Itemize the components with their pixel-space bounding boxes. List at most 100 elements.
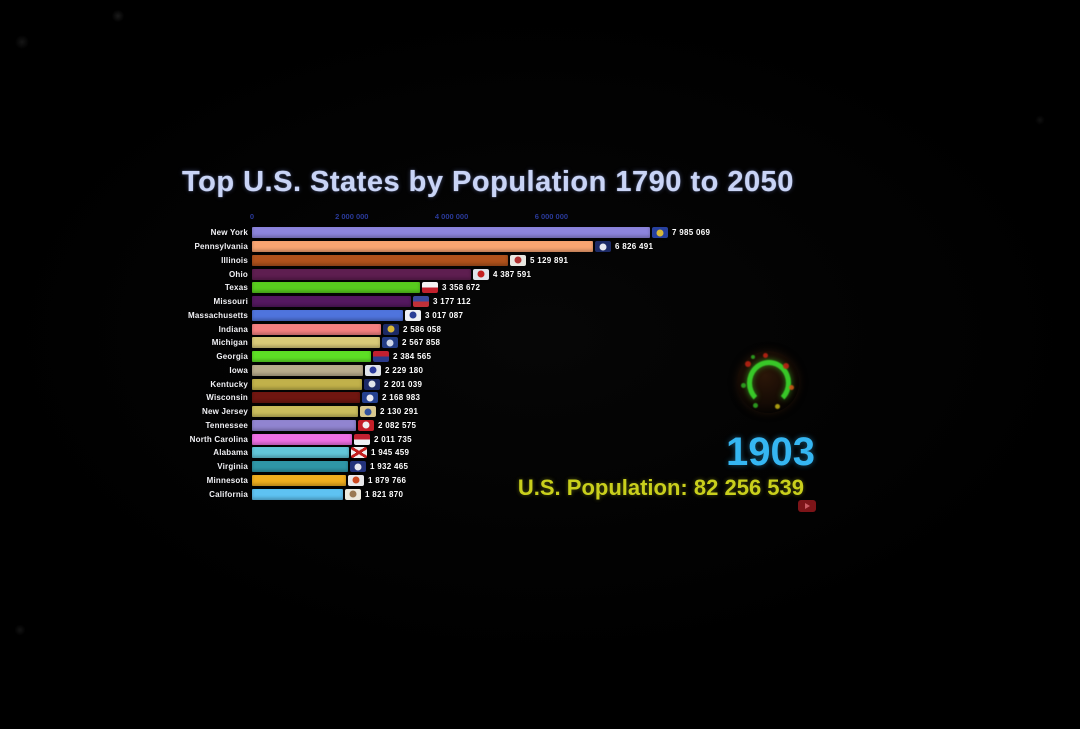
x-axis: 0 2 000 000 4 000 000 6 000 000 (249, 212, 672, 224)
chart-row: New York 7 985 069 (60, 226, 760, 240)
state-label: Texas (224, 283, 248, 293)
population-bar (252, 433, 352, 445)
state-flag-icon (362, 392, 378, 404)
population-bar (252, 419, 356, 431)
axis-tick-label: 2 000 000 (335, 212, 369, 221)
chart-row: Pennsylvania 6 826 491 (60, 240, 760, 254)
state-label: Tennessee (205, 420, 248, 430)
chart-row: Georgia 2 384 565 (60, 350, 760, 364)
population-bar (252, 364, 363, 376)
population-bar (252, 337, 380, 349)
state-label: Indiana (218, 324, 248, 334)
state-label: Pennsylvania (194, 242, 248, 252)
axis-tick-label: 0 (249, 212, 255, 221)
logo-ring-icon (747, 360, 791, 406)
flag-emblem (352, 476, 360, 484)
population-bar (252, 474, 346, 486)
population-bar (252, 227, 650, 239)
flag-emblem (364, 408, 372, 416)
chart-row: Wisconsin 2 168 983 (60, 391, 760, 405)
state-label: Wisconsin (206, 393, 248, 403)
logo-dot-icon (741, 383, 746, 388)
flag-emblem (369, 366, 377, 374)
chart-row: Texas 3 358 672 (60, 281, 760, 295)
state-flag-icon (473, 268, 489, 280)
current-year: 1903 (726, 430, 815, 474)
population-value: 3 358 672 (442, 283, 481, 293)
state-flag-icon (351, 447, 367, 459)
bar-chart: 0 2 000 000 4 000 000 6 000 000 New York 7 9… (60, 212, 760, 501)
state-label: Iowa (229, 365, 248, 375)
population-bar (252, 254, 508, 266)
flag-emblem (386, 339, 394, 347)
population-value: 2 130 291 (380, 407, 419, 417)
state-flag-icon (345, 488, 361, 500)
flag-emblem (656, 229, 664, 237)
state-label: New York (210, 228, 248, 238)
logo-dot-icon (763, 353, 768, 358)
chart-row: California 1 821 870 (60, 487, 760, 501)
chart-row: Indiana 2 586 058 (60, 322, 760, 336)
population-bar (252, 378, 362, 390)
population-bar (252, 447, 349, 459)
state-label: Ohio (228, 269, 248, 279)
logo-bar-icon (764, 382, 768, 399)
play-icon (805, 503, 810, 509)
logo-dot-icon (751, 355, 755, 359)
chart-row: Iowa 2 229 180 (60, 364, 760, 378)
chart-row: Kentucky 2 201 039 (60, 377, 760, 391)
population-bar (252, 461, 348, 473)
population-value: 1 932 465 (370, 462, 409, 472)
flag-emblem (349, 490, 357, 498)
population-value: 3 177 112 (433, 297, 471, 307)
population-value: 5 129 891 (530, 255, 569, 265)
state-flag-icon (652, 227, 668, 239)
state-flag-icon (510, 254, 526, 266)
population-value: 2 586 058 (403, 324, 442, 334)
population-bar (252, 309, 403, 321)
population-bar (252, 406, 358, 418)
flag-emblem (599, 243, 607, 251)
chart-rows: New York 7 985 069 Pennsylvania 6 826 491 Il… (60, 226, 760, 501)
state-flag-icon (365, 364, 381, 376)
population-value: 2 229 180 (385, 365, 424, 375)
population-bar (252, 323, 381, 335)
flag-emblem (368, 380, 376, 388)
chart-row: New Jersey 2 130 291 (60, 405, 760, 419)
channel-logo (737, 351, 799, 413)
flag-emblem (366, 394, 374, 402)
state-flag-icon (422, 282, 438, 294)
chart-title: Top U.S. States by Population 1790 to 20… (182, 166, 794, 198)
population-bar (252, 392, 360, 404)
population-bar (252, 241, 593, 253)
flag-emblem (362, 421, 370, 429)
logo-dot-icon (753, 403, 758, 408)
population-value: 2 567 858 (402, 338, 441, 348)
population-bar (252, 282, 420, 294)
state-label: Massachusetts (188, 310, 248, 320)
state-label: New Jersey (201, 407, 248, 417)
population-value: 3 017 087 (425, 310, 464, 320)
population-value: 1 879 766 (368, 475, 407, 485)
flag-emblem (477, 270, 485, 278)
chart-row: Michigan 2 567 858 (60, 336, 760, 350)
play-button[interactable] (798, 500, 816, 512)
population-value: 4 387 591 (493, 269, 532, 279)
state-flag-icon (413, 296, 429, 308)
axis-tick-label: 6 000 000 (534, 212, 569, 221)
state-flag-icon (358, 419, 374, 431)
state-flag-icon (382, 337, 398, 349)
chart-row: North Carolina 2 011 735 (60, 432, 760, 446)
logo-dot-icon (783, 363, 789, 369)
population-value: 7 985 069 (672, 228, 711, 238)
population-bar (252, 268, 471, 280)
chart-row: Illinois 5 129 891 (60, 254, 760, 268)
chart-row: Alabama 1 945 459 (60, 446, 760, 460)
chart-row: Massachusetts 3 017 087 (60, 309, 760, 323)
state-flag-icon (354, 433, 370, 445)
population-value: 6 826 491 (615, 242, 654, 252)
chart-row: Ohio 4 387 591 (60, 267, 760, 281)
state-label: Kentucky (210, 379, 248, 389)
state-flag-icon (364, 378, 380, 390)
